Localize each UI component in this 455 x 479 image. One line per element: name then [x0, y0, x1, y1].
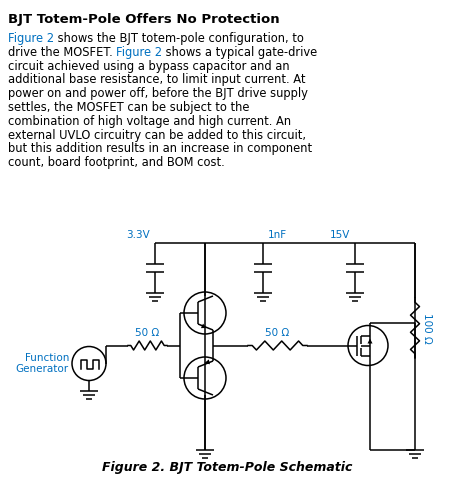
Text: Figure 2. BJT Totem-Pole Schematic: Figure 2. BJT Totem-Pole Schematic — [102, 461, 353, 475]
Text: shows a typical gate-drive: shows a typical gate-drive — [162, 46, 318, 59]
Polygon shape — [204, 359, 210, 365]
Text: circuit achieved using a bypass capacitor and an: circuit achieved using a bypass capacito… — [8, 59, 290, 73]
Text: Figure 2: Figure 2 — [8, 32, 54, 45]
Text: 3.3V: 3.3V — [126, 230, 150, 240]
Text: combination of high voltage and high current. An: combination of high voltage and high cur… — [8, 115, 291, 128]
Text: settles, the MOSFET can be subject to the: settles, the MOSFET can be subject to th… — [8, 101, 249, 114]
Text: Function
Generator: Function Generator — [16, 353, 69, 374]
Text: power on and power off, before the BJT drive supply: power on and power off, before the BJT d… — [8, 87, 308, 100]
Text: BJT Totem-Pole Offers No Protection: BJT Totem-Pole Offers No Protection — [8, 13, 280, 26]
Text: drive the MOSFET.: drive the MOSFET. — [8, 46, 116, 59]
Text: shows the BJT totem-pole configuration, to: shows the BJT totem-pole configuration, … — [54, 32, 304, 45]
Polygon shape — [201, 324, 207, 328]
Text: 15V: 15V — [329, 230, 350, 240]
Text: 50 Ω: 50 Ω — [136, 328, 160, 338]
Text: additional base resistance, to limit input current. At: additional base resistance, to limit inp… — [8, 73, 305, 86]
Text: 1nF: 1nF — [268, 230, 287, 240]
Text: external UVLO circuitry can be added to this circuit,: external UVLO circuitry can be added to … — [8, 128, 306, 142]
Text: 50 Ω: 50 Ω — [265, 328, 290, 338]
Text: but this addition results in an increase in component: but this addition results in an increase… — [8, 142, 312, 155]
Text: Figure 2: Figure 2 — [116, 46, 162, 59]
Text: count, board footprint, and BOM cost.: count, board footprint, and BOM cost. — [8, 156, 225, 169]
Text: 100 Ω: 100 Ω — [422, 313, 432, 343]
Polygon shape — [368, 339, 373, 343]
